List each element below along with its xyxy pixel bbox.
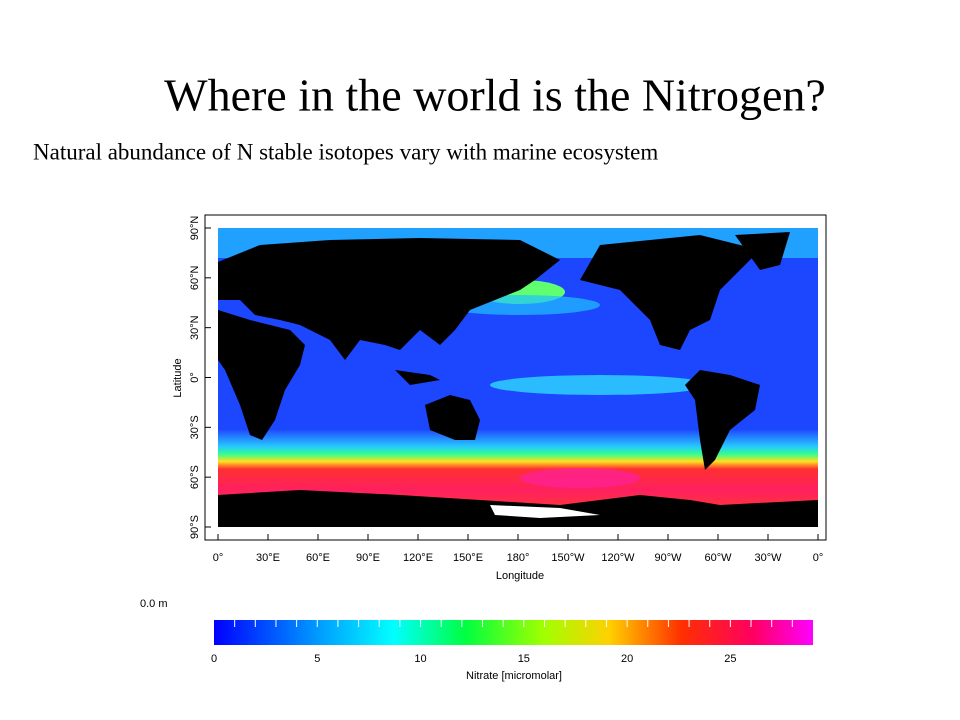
lon-label: 120°E [403,552,433,564]
labels: 90°N 60°N 30°N 0° 30°S 60°S 90°S 0° 30°E 60°E 90°E… [189,216,823,665]
x-axis-label: Longitude [496,570,544,582]
lon-label: 150°W [551,552,585,564]
depth-label: 0.0 m [140,598,168,610]
lon-label: 60°E [306,552,330,564]
map [218,228,818,527]
lat-label: 60°S [189,465,201,489]
colorbar-tick-label: 20 [621,653,633,665]
lon-label: 30°W [754,552,782,564]
lon-label: 0° [813,552,824,564]
lon-label: 120°W [601,552,635,564]
lat-label: 0° [189,372,201,383]
lat-label: 30°N [189,315,201,340]
colorbar-tick-label: 15 [518,653,530,665]
subtitle: Natural abundance of N stable isotopes v… [33,139,658,164]
colorbar [214,620,813,645]
lat-label: 30°S [189,415,201,439]
colorbar-label: Nitrate [micromolar] [466,670,562,682]
colorbar-tick-label: 0 [211,653,217,665]
title: Where in the world is the Nitrogen? [164,70,826,121]
lon-label: 150°E [453,552,483,564]
lon-label: 90°W [654,552,682,564]
lon-label: 0° [213,552,224,564]
lon-label: 60°W [704,552,732,564]
y-axis-label: Latitude [172,358,184,397]
colorbar-tick-label: 5 [314,653,320,665]
lon-label: 90°E [356,552,380,564]
lon-label: 30°E [256,552,280,564]
colorbar-tick-label: 25 [724,653,736,665]
colorbar-tick-label: 10 [414,653,426,665]
lon-label: 180° [507,552,530,564]
lat-label: 60°N [189,265,201,290]
lat-label: 90°S [189,515,201,539]
lat-label: 90°N [189,216,201,241]
